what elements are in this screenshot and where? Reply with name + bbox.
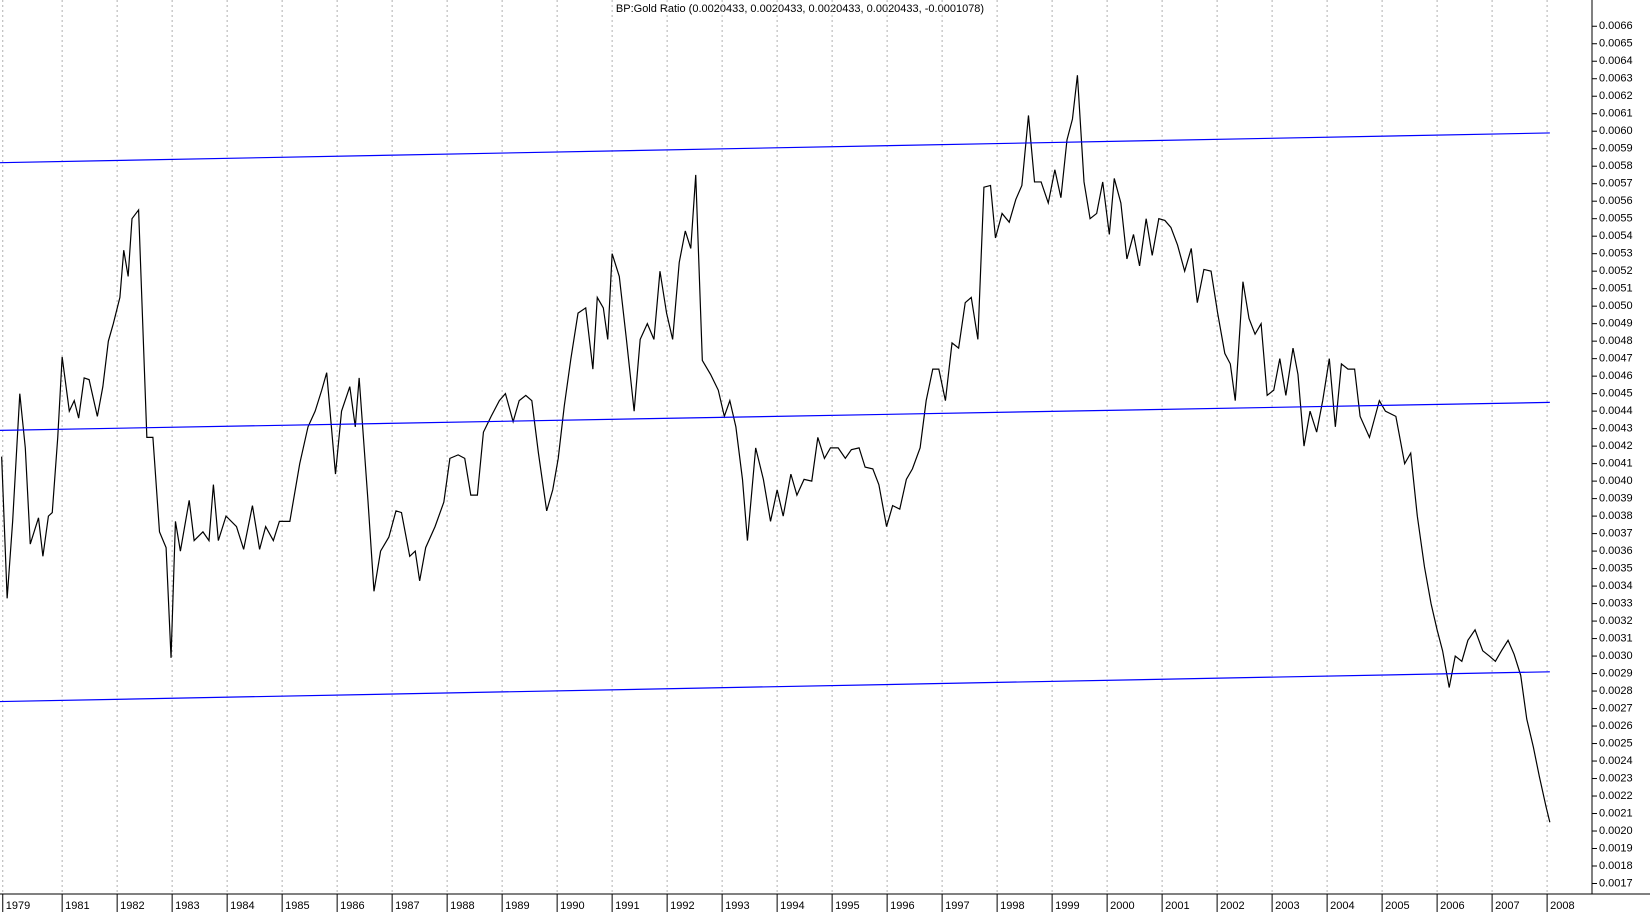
y-tick-label: 0.0017 <box>1599 877 1633 889</box>
y-tick-label: 0.0055 <box>1599 213 1633 225</box>
y-tick-label: 0.0054 <box>1599 230 1633 242</box>
y-tick-label: 0.0041 <box>1599 458 1633 470</box>
x-tick-label: 1993 <box>725 900 749 912</box>
y-tick-label: 0.0045 <box>1599 388 1633 400</box>
y-tick-label: 0.0020 <box>1599 825 1633 837</box>
y-tick-label: 0.0051 <box>1599 283 1633 295</box>
x-tick-label: 1982 <box>120 900 144 912</box>
x-tick-label: 2001 <box>1165 900 1189 912</box>
y-tick-label: 0.0058 <box>1599 160 1633 172</box>
x-tick-label: 1979 <box>6 900 30 912</box>
y-tick-label: 0.0044 <box>1599 405 1633 417</box>
y-tick-label: 0.0066 <box>1599 20 1633 32</box>
y-tick-label: 0.0057 <box>1599 178 1633 190</box>
x-tick-label: 2002 <box>1220 900 1244 912</box>
x-tick-label: 1996 <box>890 900 914 912</box>
trend-line <box>0 401 1550 431</box>
y-tick-label: 0.0024 <box>1599 755 1633 767</box>
y-tick-label: 0.0050 <box>1599 300 1633 312</box>
x-tick-label: 2007 <box>1495 900 1519 912</box>
x-tick-label: 1998 <box>1000 900 1024 912</box>
x-tick-label: 1985 <box>285 900 309 912</box>
y-tick-label: 0.0040 <box>1599 475 1633 487</box>
y-tick-label: 0.0021 <box>1599 807 1633 819</box>
y-tick-label: 0.0034 <box>1599 580 1633 592</box>
y-tick-label: 0.0025 <box>1599 737 1633 749</box>
y-tick-label: 0.0061 <box>1599 108 1633 120</box>
y-tick-label: 0.0049 <box>1599 318 1633 330</box>
y-tick-label: 0.0022 <box>1599 790 1633 802</box>
x-tick-label: 1994 <box>780 900 804 912</box>
y-tick-label: 0.0039 <box>1599 493 1633 505</box>
x-tick-label: 2000 <box>1110 900 1134 912</box>
y-tick-label: 0.0042 <box>1599 440 1633 452</box>
y-tick-label: 0.0062 <box>1599 90 1633 102</box>
y-tick-label: 0.0038 <box>1599 510 1633 522</box>
y-tick-label: 0.0052 <box>1599 265 1633 277</box>
y-tick-label: 0.0047 <box>1599 353 1633 365</box>
y-tick-label: 0.0031 <box>1599 632 1633 644</box>
x-tick-label: 1987 <box>395 900 419 912</box>
x-tick-label: 1990 <box>560 900 584 912</box>
price-line <box>1 75 1551 823</box>
y-tick-label: 0.0032 <box>1599 615 1633 627</box>
x-tick-label: 1992 <box>670 900 694 912</box>
x-tick-label: 1981 <box>65 900 89 912</box>
y-tick-label: 0.0026 <box>1599 720 1633 732</box>
y-tick-label: 0.0059 <box>1599 143 1633 155</box>
y-tick-label: 0.0053 <box>1599 248 1633 260</box>
chart-title: BP:Gold Ratio (0.0020433, 0.0020433, 0.0… <box>616 3 984 15</box>
x-tick-label: 1986 <box>340 900 364 912</box>
x-tick-label: 1989 <box>505 900 529 912</box>
y-tick-label: 0.0060 <box>1599 125 1633 137</box>
x-tick-label: 1997 <box>945 900 969 912</box>
y-tick-label: 0.0048 <box>1599 335 1633 347</box>
x-tick-label: 1988 <box>450 900 474 912</box>
x-tick-label: 1995 <box>835 900 859 912</box>
trend-line <box>0 132 1550 164</box>
y-tick-label: 0.0046 <box>1599 370 1633 382</box>
x-tick-label: 1999 <box>1055 900 1079 912</box>
y-tick-label: 0.0036 <box>1599 545 1633 557</box>
y-tick-label: 0.0030 <box>1599 650 1633 662</box>
x-tick-label: 1991 <box>615 900 639 912</box>
y-tick-label: 0.0029 <box>1599 667 1633 679</box>
y-tick-label: 0.0035 <box>1599 562 1633 574</box>
y-tick-label: 0.0043 <box>1599 423 1633 435</box>
x-tick-label: 1984 <box>230 900 254 912</box>
y-tick-label: 0.0018 <box>1599 860 1633 872</box>
y-tick-label: 0.0023 <box>1599 772 1633 784</box>
y-tick-label: 0.0064 <box>1599 55 1633 67</box>
y-tick-label: 0.0019 <box>1599 842 1633 854</box>
y-tick-label: 0.0056 <box>1599 195 1633 207</box>
y-tick-label: 0.0063 <box>1599 73 1633 85</box>
y-tick-label: 0.0027 <box>1599 702 1633 714</box>
x-tick-label: 2005 <box>1385 900 1409 912</box>
x-tick-label: 2004 <box>1330 900 1354 912</box>
x-tick-label: 2003 <box>1275 900 1299 912</box>
x-tick-label: 2006 <box>1440 900 1464 912</box>
y-tick-label: 0.0028 <box>1599 685 1633 697</box>
x-tick-label: 2008 <box>1550 900 1574 912</box>
y-tick-label: 0.0033 <box>1599 597 1633 609</box>
trend-line <box>0 671 1550 703</box>
x-tick-label: 1983 <box>175 900 199 912</box>
y-tick-label: 0.0037 <box>1599 528 1633 540</box>
y-tick-label: 0.0065 <box>1599 38 1633 50</box>
